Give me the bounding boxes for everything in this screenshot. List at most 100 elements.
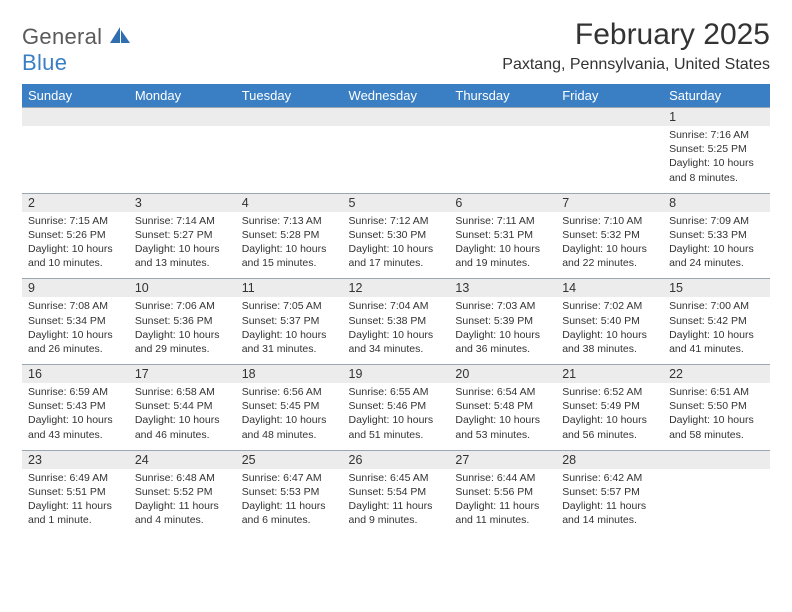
sunrise-value: 6:42 AM: [604, 472, 643, 484]
sunrise-label: Sunrise:: [242, 215, 281, 227]
day-number-cell: [556, 108, 663, 127]
sunrise-label: Sunrise:: [28, 472, 67, 484]
sunrise-label: Sunrise:: [669, 386, 708, 398]
sunrise-label: Sunrise:: [135, 300, 174, 312]
sunset-label: Sunset:: [135, 486, 171, 498]
sunrise-label: Sunrise:: [455, 215, 494, 227]
day-detail-cell: Sunrise: 7:15 AMSunset: 5:26 PMDaylight:…: [22, 212, 129, 279]
day-detail-cell: Sunrise: 6:47 AMSunset: 5:53 PMDaylight:…: [236, 469, 343, 536]
sunset-label: Sunset:: [349, 486, 385, 498]
sunrise-value: 6:58 AM: [176, 386, 215, 398]
day-detail-cell: Sunrise: 7:03 AMSunset: 5:39 PMDaylight:…: [449, 297, 556, 364]
sunrise-value: 6:52 AM: [604, 386, 643, 398]
day-number-cell: [129, 108, 236, 127]
sunset-value: 5:45 PM: [280, 400, 319, 412]
sunset-label: Sunset:: [28, 486, 64, 498]
sunset-value: 5:36 PM: [173, 315, 212, 327]
day-detail-cell: Sunrise: 7:09 AMSunset: 5:33 PMDaylight:…: [663, 212, 770, 279]
sunset-value: 5:51 PM: [67, 486, 106, 498]
day-number-cell: 18: [236, 365, 343, 384]
day-header-row: Sunday Monday Tuesday Wednesday Thursday…: [22, 84, 770, 108]
daylight-label: Daylight:: [562, 329, 603, 341]
dayhead: Friday: [556, 84, 663, 108]
sunrise-label: Sunrise:: [135, 215, 174, 227]
day-number-cell: 8: [663, 193, 770, 212]
sunset-value: 5:38 PM: [387, 315, 426, 327]
sunset-value: 5:42 PM: [708, 315, 747, 327]
day-number-cell: 10: [129, 279, 236, 298]
day-number-cell: 2: [22, 193, 129, 212]
day-detail-cell: Sunrise: 7:08 AMSunset: 5:34 PMDaylight:…: [22, 297, 129, 364]
day-number-cell: 19: [343, 365, 450, 384]
sunrise-label: Sunrise:: [28, 386, 67, 398]
daylight-label: Daylight:: [135, 329, 176, 341]
sunrise-label: Sunrise:: [242, 386, 281, 398]
day-detail-cell: Sunrise: 6:52 AMSunset: 5:49 PMDaylight:…: [556, 383, 663, 450]
sunrise-value: 7:00 AM: [711, 300, 750, 312]
day-number-cell: 16: [22, 365, 129, 384]
daylight-label: Daylight:: [28, 414, 69, 426]
sunset-label: Sunset:: [135, 229, 171, 241]
sunset-label: Sunset:: [135, 400, 171, 412]
day-detail-cell: Sunrise: 6:44 AM Sunset: 5:56 PM Daylight:…: [449, 469, 556, 536]
sunset-value: 5:46 PM: [387, 400, 426, 412]
day-number-cell: 22: [663, 365, 770, 384]
day-detail-row: Sunrise: 6:49 AMSunset: 5:51 PMDaylight:…: [22, 469, 770, 536]
day-detail-cell: [236, 126, 343, 193]
sunset-value: 5:30 PM: [387, 229, 426, 241]
sunset-value: 5:40 PM: [601, 315, 640, 327]
sunrise-value: 6:51 AM: [711, 386, 750, 398]
day-number-cell: [449, 108, 556, 127]
day-detail-cell: Sunrise: 6:58 AMSunset: 5:44 PMDaylight:…: [129, 383, 236, 450]
sunrise-value: 6:45 AM: [390, 472, 429, 484]
sunset-value: 5:56 PM: [494, 486, 533, 498]
daylight-label: Daylight:: [455, 243, 496, 255]
sunrise-value: 6:44 AM: [497, 472, 536, 484]
day-number-cell: 20: [449, 365, 556, 384]
sunrise-label: Sunrise:: [242, 300, 281, 312]
day-number-cell: 23: [22, 450, 129, 469]
day-number-cell: 24: [129, 450, 236, 469]
sunrise-value: 6:56 AM: [283, 386, 322, 398]
daylight-label: Daylight:: [669, 157, 710, 169]
daylight-label: Daylight:: [562, 414, 603, 426]
sunset-label: Sunset:: [455, 315, 491, 327]
day-detail-cell: Sunrise: 7:10 AMSunset: 5:32 PMDaylight:…: [556, 212, 663, 279]
sunset-value: 5:37 PM: [280, 315, 319, 327]
day-number-cell: 3: [129, 193, 236, 212]
sunrise-value: 7:13 AM: [283, 215, 322, 227]
sunset-value: 5:39 PM: [494, 315, 533, 327]
day-number-cell: [22, 108, 129, 127]
day-detail-cell: Sunrise: 6:49 AMSunset: 5:51 PMDaylight:…: [22, 469, 129, 536]
sunrise-value: 7:05 AM: [283, 300, 322, 312]
sunrise-label: Sunrise:: [562, 472, 601, 484]
sunset-label: Sunset:: [669, 400, 705, 412]
day-number-cell: 7: [556, 193, 663, 212]
day-detail-cell: [22, 126, 129, 193]
sunrise-label: Sunrise:: [349, 472, 388, 484]
day-detail-cell: Sunrise: 7:12 AMSunset: 5:30 PMDaylight:…: [343, 212, 450, 279]
day-number-row: 2345678: [22, 193, 770, 212]
sunset-label: Sunset:: [562, 400, 598, 412]
sunset-label: Sunset:: [455, 486, 491, 498]
sunset-label: Sunset:: [28, 229, 64, 241]
sunset-value: 5:26 PM: [67, 229, 106, 241]
daylight-label: Daylight:: [455, 500, 496, 512]
day-detail-cell: Sunrise: 7:13 AMSunset: 5:28 PMDaylight:…: [236, 212, 343, 279]
sunrise-label: Sunrise:: [669, 129, 708, 141]
sunset-value: 5:52 PM: [173, 486, 212, 498]
dayhead: Saturday: [663, 84, 770, 108]
month-title: February 2025: [502, 18, 770, 52]
daylight-label: Daylight:: [135, 500, 176, 512]
day-number-cell: 11: [236, 279, 343, 298]
title-block: February 2025 Paxtang, Pennsylvania, Uni…: [502, 18, 770, 74]
day-number-cell: 17: [129, 365, 236, 384]
day-detail-row: Sunrise: 7:15 AMSunset: 5:26 PMDaylight:…: [22, 212, 770, 279]
sunrise-label: Sunrise:: [455, 472, 494, 484]
sunset-label: Sunset:: [669, 229, 705, 241]
day-number-cell: 26: [343, 450, 450, 469]
sunset-label: Sunset:: [562, 486, 598, 498]
day-detail-cell: Sunrise: 7:02 AMSunset: 5:40 PMDaylight:…: [556, 297, 663, 364]
dayhead: Tuesday: [236, 84, 343, 108]
day-number-cell: 12: [343, 279, 450, 298]
